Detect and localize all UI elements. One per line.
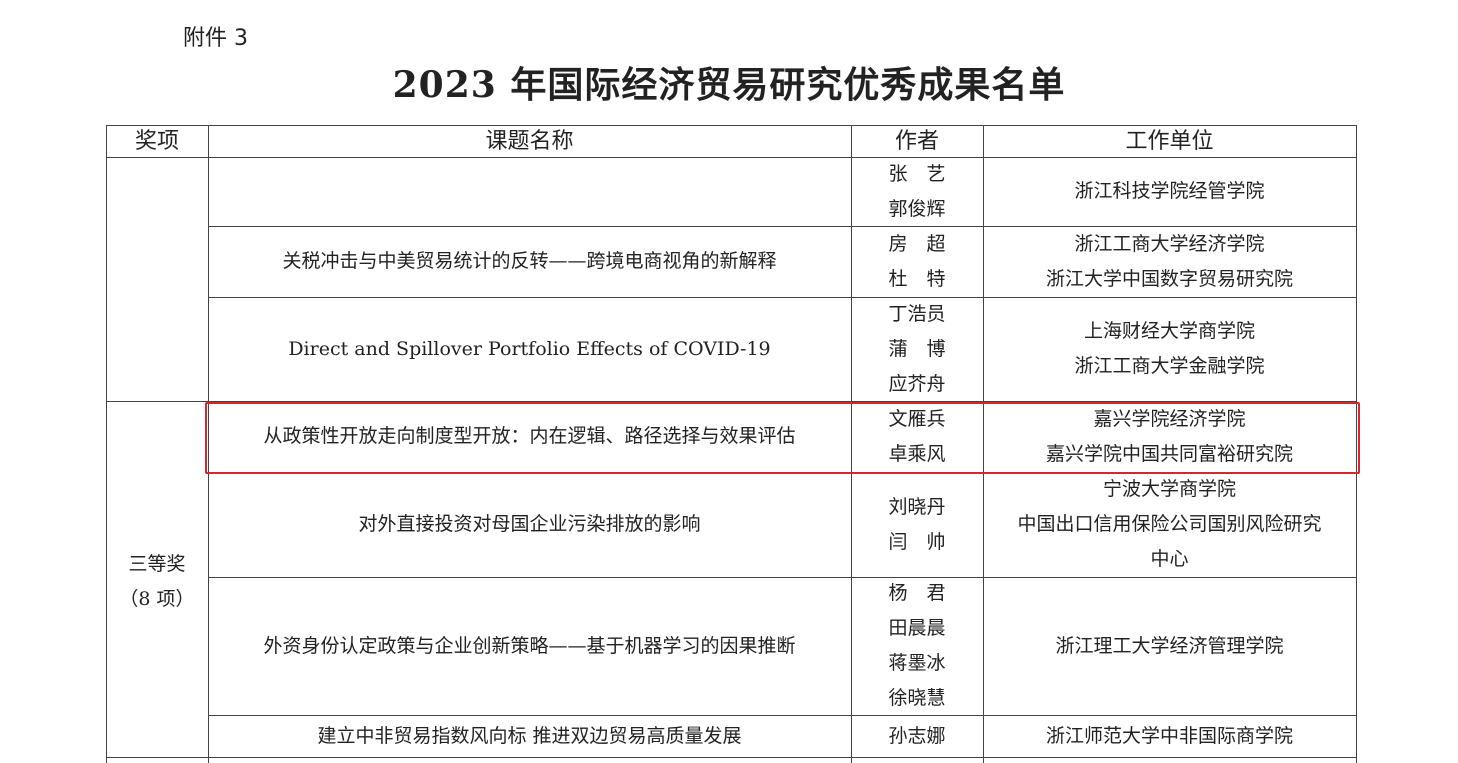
unit-name: 浙江师范大学中非国际商学院 [1045, 724, 1293, 747]
topic-cell: 关税冲击与中美贸易统计的反转——跨境电商视角的新解释 [208, 226, 851, 297]
author-name: 孙志娜 [888, 724, 946, 747]
author-name: 丁浩员 [888, 302, 946, 325]
authors-cell: 孙志娜 [851, 715, 983, 757]
author-name: 田晨晨 [888, 617, 946, 639]
author-name: 闫 帅 [888, 530, 946, 553]
topic-title: 关税冲击与中美贸易统计的反转——跨境电商视角的新解释 [282, 250, 777, 272]
topic-title: 建立中非贸易指数风向标 推进双边贸易高质量发展 [317, 724, 742, 747]
award-label: 三等奖 [128, 553, 186, 575]
row-divider [208, 577, 1357, 578]
authors-cell: 张 艺郭俊辉 [851, 157, 983, 226]
unit-name: 嘉兴学院经济学院 [1093, 407, 1246, 430]
author-name: 徐晓慧 [888, 687, 946, 709]
column-divider [851, 125, 852, 763]
row-divider [208, 297, 1357, 298]
unit-cell: 浙江师范大学中非国际商学院 [983, 715, 1356, 757]
unit-name: 中国出口信用保险公司国别风险研究 [1017, 513, 1322, 535]
row-divider [208, 226, 1357, 227]
author-name: 郭俊辉 [888, 197, 946, 220]
header-unit-label: 工作单位 [1125, 128, 1214, 154]
topic-cell: 外资身份认定政策与企业创新策略——基于机器学习的因果推断 [208, 577, 851, 715]
unit-name: 上海财经大学商学院 [1083, 320, 1255, 342]
topic-title: 从政策性开放走向制度型开放：内在逻辑、路径选择与效果评估 [263, 425, 796, 447]
unit-cell: 浙江科技学院经管学院 [983, 157, 1356, 226]
row-divider [208, 715, 1357, 716]
header-authors-label: 作者 [894, 128, 939, 154]
author-name: 杜 特 [888, 267, 946, 290]
author-name: 刘晓丹 [888, 495, 946, 518]
topic-title: Direct and Spillover Portfolio Effects o… [288, 337, 771, 360]
author-name: 蒲 博 [888, 337, 946, 360]
header-topic: 课题名称 [208, 125, 851, 157]
unit-name: 中心 [1150, 548, 1189, 570]
attachment-label: 附件 3 [183, 26, 248, 51]
unit-name: 宁波大学商学院 [1102, 478, 1236, 500]
header-topic-label: 课题名称 [485, 128, 574, 154]
award-group: 三等奖 （8 项） [106, 401, 208, 763]
header-award-label: 奖项 [134, 128, 179, 154]
topic-cell: Direct and Spillover Portfolio Effects o… [208, 297, 851, 401]
author-name: 文雁兵 [888, 407, 946, 430]
header-award: 奖项 [106, 125, 208, 157]
authors-cell: 丁浩员蒲 博应芥舟 [851, 297, 983, 401]
unit-name: 浙江理工大学经济管理学院 [1055, 634, 1284, 657]
award-count: （8 项） [119, 588, 195, 610]
author-name: 杨 君 [888, 582, 946, 604]
author-name: 张 艺 [888, 162, 946, 185]
column-divider [208, 125, 209, 763]
row-divider [106, 757, 1357, 758]
unit-name: 浙江工商大学经济学院 [1074, 232, 1265, 255]
topic-cell: 对外直接投资对母国企业污染排放的影响 [208, 472, 851, 577]
award-group [106, 157, 208, 401]
unit-cell: 嘉兴学院经济学院嘉兴学院中国共同富裕研究院 [983, 401, 1356, 472]
page-title: 2023 年国际经济贸易研究优秀成果名单 [392, 64, 1066, 106]
highlight-box [205, 402, 1360, 474]
unit-name: 浙江科技学院经管学院 [1074, 180, 1265, 202]
row-divider [106, 157, 1357, 158]
unit-cell: 上海财经大学商学院 浙江工商大学金融学院 [983, 297, 1356, 401]
unit-name: 浙江大学中国数字贸易研究院 [1045, 267, 1293, 290]
author-name: 蒋墨冰 [888, 652, 946, 674]
topic-title: 对外直接投资对母国企业污染排放的影响 [358, 513, 701, 535]
header-authors: 作者 [851, 125, 983, 157]
topic-cell: 建立中非贸易指数风向标 推进双边贸易高质量发展 [208, 715, 851, 757]
column-divider [983, 125, 984, 763]
author-name: 卓乘风 [888, 442, 946, 465]
author-name: 应芥舟 [888, 372, 946, 395]
topic-cell: 从政策性开放走向制度型开放：内在逻辑、路径选择与效果评估 [208, 401, 851, 472]
header-unit: 工作单位 [983, 125, 1356, 157]
unit-name: 嘉兴学院中国共同富裕研究院 [1045, 442, 1293, 465]
authors-cell: 刘晓丹闫 帅 [851, 472, 983, 577]
topic-title: 外资身份认定政策与企业创新策略——基于机器学习的因果推断 [263, 634, 796, 657]
unit-cell: 浙江工商大学经济学院浙江大学中国数字贸易研究院 [983, 226, 1356, 297]
authors-cell: 杨 君田晨晨蒋墨冰徐晓慧 [851, 577, 983, 715]
authors-cell: 文雁兵 卓乘风 [851, 401, 983, 472]
unit-cell: 浙江理工大学经济管理学院 [983, 577, 1356, 715]
unit-name: 浙江工商大学金融学院 [1074, 355, 1265, 377]
unit-cell: 宁波大学商学院中国出口信用保险公司国别风险研究 中心 [983, 472, 1356, 577]
row-divider [106, 401, 1357, 402]
author-name: 房 超 [888, 232, 946, 255]
column-divider [106, 125, 107, 763]
authors-cell: 房 超杜 特 [851, 226, 983, 297]
topic-cell [208, 157, 851, 226]
row-divider [106, 125, 1357, 126]
column-divider [1356, 125, 1357, 763]
